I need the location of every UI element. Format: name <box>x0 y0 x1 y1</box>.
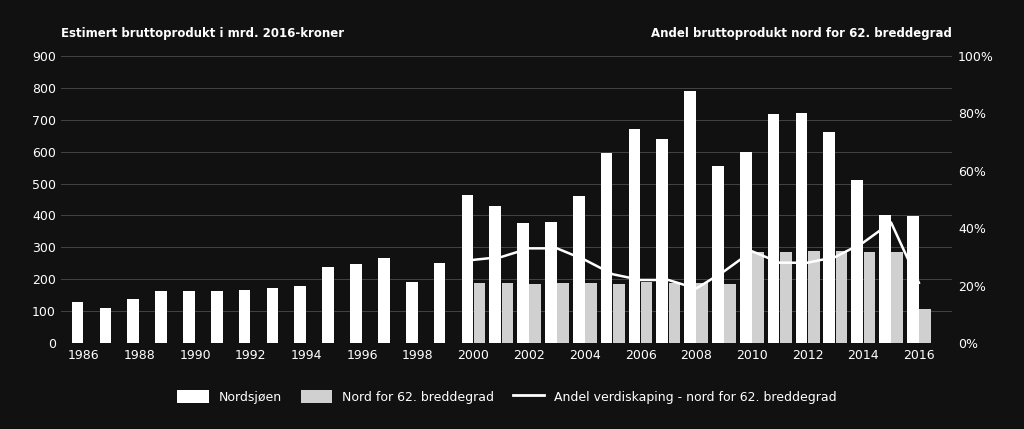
Bar <box>740 151 752 343</box>
Bar <box>323 266 334 343</box>
Bar <box>433 263 445 343</box>
Andel verdiskaping - nord for 62. breddegrad <box>467 257 479 263</box>
Bar <box>572 196 585 343</box>
Bar <box>489 206 501 343</box>
Bar <box>629 129 640 343</box>
Bar <box>891 252 903 343</box>
Andel verdiskaping - nord for 62. breddegrad <box>663 278 675 283</box>
Andel verdiskaping - nord for 62. breddegrad <box>496 254 508 260</box>
Bar <box>712 166 724 343</box>
Bar <box>780 252 792 343</box>
Andel verdiskaping - nord for 62. breddegrad <box>773 260 785 265</box>
Bar <box>406 282 418 343</box>
Bar <box>295 286 306 343</box>
Andel verdiskaping - nord for 62. breddegrad <box>718 269 730 274</box>
Andel verdiskaping - nord for 62. breddegrad <box>857 240 869 245</box>
Bar <box>99 308 112 343</box>
Bar <box>684 91 696 343</box>
Andel verdiskaping - nord for 62. breddegrad <box>745 249 758 254</box>
Andel verdiskaping - nord for 62. breddegrad <box>523 246 536 251</box>
Bar <box>239 290 251 343</box>
Andel verdiskaping - nord for 62. breddegrad <box>606 272 618 277</box>
Bar <box>907 216 919 343</box>
Bar <box>724 284 736 343</box>
Andel verdiskaping - nord for 62. breddegrad <box>829 254 842 260</box>
Line: Andel verdiskaping - nord for 62. breddegrad: Andel verdiskaping - nord for 62. bredde… <box>473 223 919 289</box>
Bar <box>613 284 625 343</box>
Bar <box>127 299 139 343</box>
Bar <box>545 222 557 343</box>
Bar <box>656 139 668 343</box>
Bar <box>529 284 541 343</box>
Bar <box>462 195 473 343</box>
Bar <box>879 215 891 343</box>
Bar <box>211 291 222 343</box>
Bar <box>474 283 485 343</box>
Bar <box>502 283 513 343</box>
Legend: Nordsjøen, Nord for 62. breddegrad, Andel verdiskaping - nord for 62. breddegrad: Nordsjøen, Nord for 62. breddegrad, Ande… <box>172 385 842 409</box>
Andel verdiskaping - nord for 62. breddegrad <box>579 257 591 263</box>
Bar <box>696 283 709 343</box>
Bar <box>851 180 863 343</box>
Andel verdiskaping - nord for 62. breddegrad <box>635 278 647 283</box>
Bar <box>378 257 390 343</box>
Bar <box>768 114 779 343</box>
Bar <box>557 283 569 343</box>
Bar <box>836 251 848 343</box>
Bar <box>669 283 680 343</box>
Andel verdiskaping - nord for 62. breddegrad <box>690 286 702 291</box>
Bar <box>72 302 83 343</box>
Andel verdiskaping - nord for 62. breddegrad <box>885 220 897 225</box>
Bar <box>753 252 764 343</box>
Text: Andel bruttoprodukt nord for 62. breddegrad: Andel bruttoprodukt nord for 62. breddeg… <box>651 27 952 40</box>
Bar <box>585 283 597 343</box>
Bar <box>601 153 612 343</box>
Bar <box>517 224 528 343</box>
Bar <box>920 309 931 343</box>
Bar <box>796 113 807 343</box>
Bar <box>823 133 836 343</box>
Bar <box>808 251 819 343</box>
Andel verdiskaping - nord for 62. breddegrad <box>912 280 925 285</box>
Bar <box>863 252 876 343</box>
Bar <box>266 288 279 343</box>
Text: Estimert bruttoprodukt i mrd. 2016-kroner: Estimert bruttoprodukt i mrd. 2016-krone… <box>61 27 344 40</box>
Andel verdiskaping - nord for 62. breddegrad <box>551 246 563 251</box>
Bar <box>156 291 167 343</box>
Andel verdiskaping - nord for 62. breddegrad <box>802 260 814 265</box>
Bar <box>350 264 361 343</box>
Bar <box>183 290 195 343</box>
Bar <box>641 282 652 343</box>
